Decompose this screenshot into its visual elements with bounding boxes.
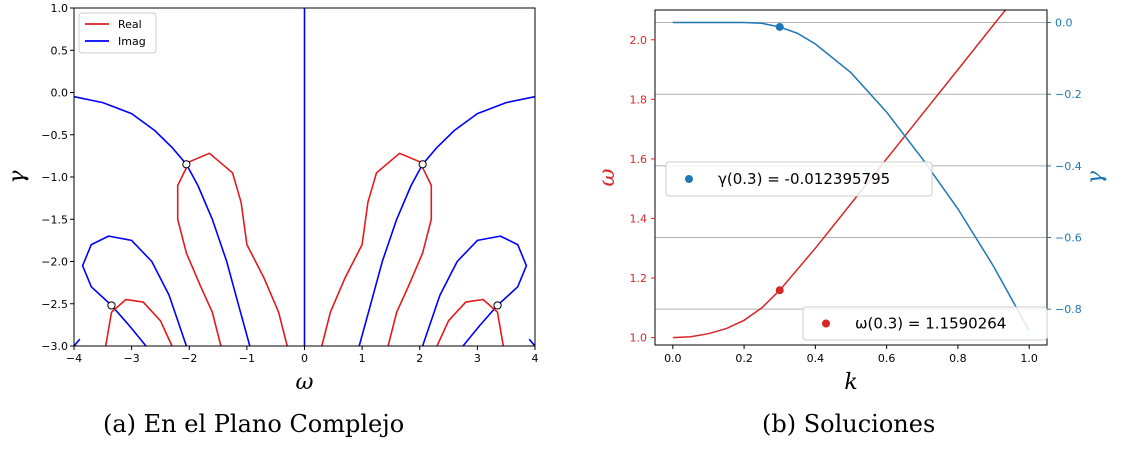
annotation-box-1 [802, 306, 1048, 341]
annotation-legend-dot-1 [822, 319, 830, 328]
series-imag-line-1 [74, 95, 251, 346]
y-right-tick-label-b: −0.6 [1055, 232, 1082, 245]
x-tick-label-b: 1.0 [1020, 352, 1038, 365]
y-tick-label-a: 1.0 [51, 2, 69, 15]
y-tick-label-a: −1.0 [41, 171, 68, 184]
y-right-axis-label-b: γ [1083, 170, 1108, 184]
y-left-tick-label-b: 2.0 [630, 34, 648, 47]
legend-label-imag: Imag [118, 35, 146, 48]
y-tick-label-a: −3.0 [41, 340, 68, 353]
caption-b: (b) Soluciones [762, 410, 936, 438]
series-imag-line-3 [81, 235, 188, 346]
series-imag-line-6 [528, 338, 535, 346]
y-tick-label-a: −2.5 [41, 298, 68, 311]
annotation-legend-dot-0 [685, 175, 693, 183]
y-left-tick-label-b: 1.2 [630, 272, 648, 285]
annotation-label-1: ω(0.3) = 1.1590264 [855, 315, 1006, 333]
x-tick-label-b: 0.0 [664, 352, 682, 365]
x-tick-label-a: 2 [416, 352, 423, 365]
y-right-tick-label-b: −0.4 [1055, 160, 1082, 173]
series-gamma-line [672, 21, 1030, 332]
series-omega-line [672, 10, 1007, 339]
caption-a: (a) En el Plano Complejo [103, 410, 405, 438]
x-tick-label-b: 0.8 [949, 352, 967, 365]
y-left-tick-label-b: 1.6 [630, 153, 648, 166]
y-left-tick-label-b: 1.0 [630, 332, 648, 345]
x-tick-label-a: −1 [239, 352, 255, 365]
y-right-tick-label-b: −0.2 [1055, 88, 1082, 101]
plot-area-a [74, 8, 535, 346]
x-tick-label-a: 3 [474, 352, 481, 365]
y-tick-label-a: −1.5 [41, 213, 68, 226]
axes-frame-b [654, 9, 1048, 346]
intersection-marker-0 [182, 160, 191, 169]
series-imag-line-2 [358, 95, 535, 346]
y-tick-label-a: −2.0 [41, 256, 68, 269]
x-tick-label-a: 0 [301, 352, 308, 365]
x-tick-label-a: −2 [181, 352, 197, 365]
x-tick-label-b: 0.4 [807, 352, 825, 365]
legend-box-a [78, 12, 157, 54]
y-left-tick-label-b: 1.4 [630, 212, 648, 225]
intersection-marker-3 [493, 301, 502, 310]
series-real-line-9 [104, 298, 173, 346]
legend-label-real: Real [118, 18, 142, 31]
series-imag-line-4 [421, 235, 528, 346]
annotation-label-0: γ(0.3) = -0.012395795 [718, 170, 890, 188]
y-left-tick-label-b: 1.8 [630, 93, 648, 106]
x-tick-label-b: 0.6 [878, 352, 896, 365]
x-tick-label-a: 1 [359, 352, 366, 365]
y-tick-label-a: 0.0 [51, 87, 69, 100]
annotation-box-0 [665, 161, 933, 197]
x-tick-label-a: −4 [66, 352, 82, 365]
annotation-point-0 [775, 22, 784, 31]
annotation-point-1 [775, 286, 784, 295]
x-tick-label-a: 4 [532, 352, 539, 365]
y-tick-label-a: −0.5 [41, 129, 68, 142]
y-right-tick-label-b: −0.8 [1055, 303, 1082, 316]
x-tick-label-a: −3 [124, 352, 140, 365]
y-left-axis-label-b: ω [595, 168, 620, 186]
series-imag-line-5 [74, 338, 81, 346]
y-right-tick-label-b: 0.0 [1055, 17, 1073, 30]
series-real-line-8 [321, 152, 433, 346]
intersection-marker-1 [418, 160, 427, 169]
y-axis-label-a: γ [5, 170, 30, 184]
x-tick-label-b: 0.2 [735, 352, 753, 365]
x-axis-label-b: k [844, 370, 857, 395]
intersection-marker-2 [107, 301, 116, 310]
series-real-line-7 [176, 152, 288, 346]
x-axis-label-a: ω [296, 370, 314, 395]
y-tick-label-a: 0.5 [51, 44, 69, 57]
series-real-line-10 [436, 298, 505, 346]
